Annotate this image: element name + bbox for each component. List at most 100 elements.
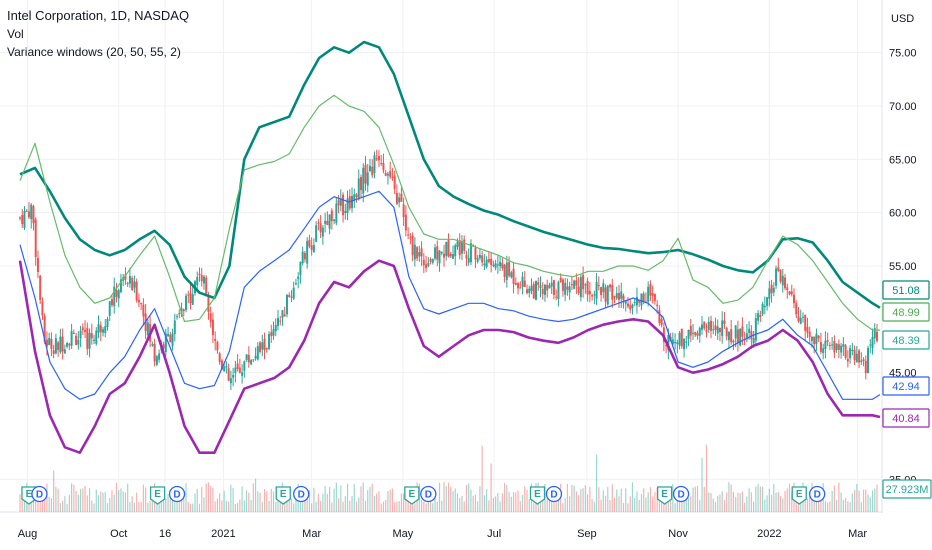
dividend-marker[interactable]: [420, 485, 437, 503]
price-tag[interactable]: [882, 330, 930, 350]
earnings-marker[interactable]: [656, 486, 673, 505]
price-tag-label: 48.99: [892, 307, 920, 319]
volume-tag-label: 27.923M: [886, 484, 929, 496]
candle-body: [548, 285, 551, 289]
volume-bar: [371, 484, 373, 512]
volume-bar: [456, 493, 459, 512]
volume-bar: [373, 495, 376, 512]
candle-body: [537, 282, 540, 286]
candle-body: [236, 363, 239, 369]
candle-body: [472, 244, 475, 246]
dividend-marker[interactable]: [672, 485, 690, 503]
dividend-marker[interactable]: [293, 485, 310, 503]
price-tag[interactable]: [882, 376, 930, 396]
candle-body: [232, 374, 235, 378]
candle-body: [375, 158, 378, 160]
candle-body: [579, 277, 582, 298]
candle-body: [173, 320, 176, 335]
volume-bar: [82, 488, 84, 512]
candle-body: [178, 313, 181, 315]
candle-body: [561, 279, 564, 291]
candle-body: [566, 286, 569, 290]
candle-body: [324, 220, 327, 224]
volume-bar: [840, 492, 842, 512]
volume-bar: [21, 497, 23, 512]
volume-bar: [847, 501, 849, 512]
volume-bar: [248, 492, 250, 512]
candle-body: [113, 286, 116, 307]
earnings-marker[interactable]: [149, 486, 166, 505]
candle-body: [102, 329, 105, 333]
symbol-title[interactable]: Intel Corporation, 1D, NASDAQ: [7, 8, 190, 23]
volume-bar: [696, 485, 699, 512]
price-tag[interactable]: [882, 302, 930, 322]
indicator-legend[interactable]: Variance windows (20, 50, 55, 2): [7, 45, 181, 59]
volume-bar: [741, 491, 743, 512]
volume-bar: [438, 482, 441, 512]
candle-body: [763, 305, 766, 308]
volume-bar: [730, 484, 732, 512]
candle-body: [790, 291, 793, 295]
dividend-marker[interactable]: [809, 485, 826, 503]
volume-bar: [853, 489, 856, 512]
earnings-marker[interactable]: [275, 486, 291, 505]
volume-bar: [874, 488, 876, 512]
volume-bar: [398, 501, 400, 512]
candle-body: [429, 259, 432, 262]
volume-bar: [755, 486, 757, 512]
candle-body: [833, 340, 836, 353]
price-tag[interactable]: [882, 280, 930, 300]
candle-body: [804, 314, 807, 331]
volume-bar: [324, 486, 326, 512]
candle-body: [476, 258, 479, 262]
inner-lower-band: [19, 190, 881, 400]
volume-bar: [131, 496, 133, 512]
volume-bar: [658, 498, 660, 512]
candle-body: [57, 342, 60, 350]
volume-bar: [728, 482, 730, 512]
volume-bar: [183, 498, 185, 512]
volume-bar: [775, 492, 777, 512]
candle-body: [404, 214, 407, 231]
candle-body: [270, 332, 273, 336]
volume-legend[interactable]: Vol: [7, 27, 24, 41]
volume-bar: [203, 497, 205, 512]
earnings-marker[interactable]: [791, 486, 807, 505]
candle-body: [460, 241, 463, 254]
candle-body: [685, 341, 688, 343]
price-tag[interactable]: [882, 408, 930, 428]
volume-bar: [151, 496, 153, 512]
volume-bar: [414, 503, 416, 512]
time-axis-bg: [0, 513, 932, 550]
volume-bar: [573, 485, 575, 512]
candle-body: [362, 167, 365, 194]
dividend-marker[interactable]: [545, 485, 563, 503]
candle-body: [384, 173, 387, 176]
candle-body: [851, 349, 854, 352]
candle-body: [835, 343, 838, 351]
candle-body: [692, 332, 695, 334]
earnings-marker[interactable]: [529, 486, 546, 505]
volume-bar: [326, 493, 328, 512]
earnings-marker[interactable]: [404, 486, 420, 505]
candle-body: [155, 356, 158, 365]
candle-body: [665, 345, 668, 347]
volume-bar: [656, 487, 658, 512]
volume-bar: [50, 498, 53, 512]
candle-body: [402, 204, 405, 218]
dividend-marker[interactable]: [168, 485, 186, 503]
volume-bar: [510, 496, 512, 512]
dividend-marker[interactable]: [31, 485, 48, 503]
candle-body: [72, 332, 75, 334]
volume-tag[interactable]: [882, 479, 932, 499]
volume-bar: [750, 492, 752, 512]
candle-body: [330, 210, 333, 222]
time-axis[interactable]: Aug Oct 16 2021 Mar May Jul Sep Nov 2022 Mar: [0, 513, 932, 550]
volume-bar: [488, 500, 490, 512]
candle-body: [772, 287, 775, 293]
volume-bar: [717, 495, 719, 512]
candle-body: [285, 294, 288, 315]
volume-bar: [470, 489, 472, 512]
